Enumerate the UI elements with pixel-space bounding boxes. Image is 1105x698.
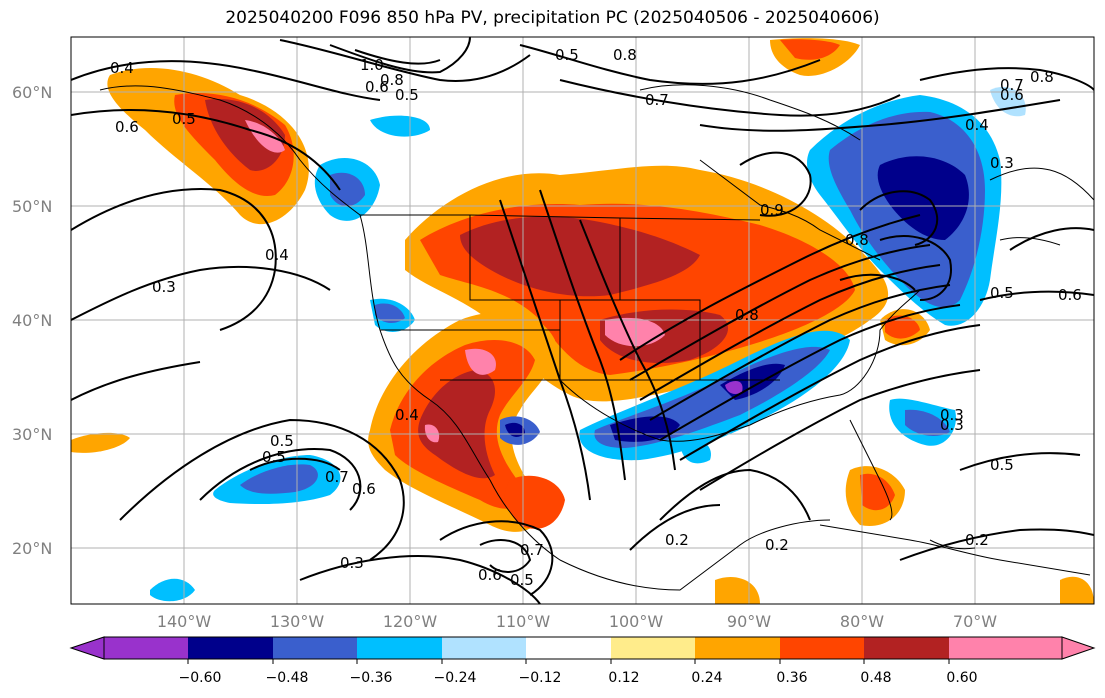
colorbar-segment [357, 637, 442, 659]
pv-contours [71, 37, 1094, 604]
contour-label: 0.3 [940, 416, 964, 434]
lat-label-50n: 50°N [12, 197, 52, 216]
colorbar-segment [695, 637, 780, 659]
contour-label: 0.5 [555, 46, 579, 64]
lon-label-80w: 80°W [840, 612, 884, 631]
contour-label: 0.6 [352, 480, 376, 498]
colorbar-tick-label: −0.24 [434, 670, 477, 686]
colorbar-tick-label: 0.36 [776, 670, 807, 686]
map-frame [70, 36, 1095, 605]
contour-label: 0.7 [645, 91, 669, 109]
contour-label: 0.6 [1000, 86, 1024, 104]
colorbar-segment [526, 637, 611, 659]
lat-label-40n: 40°N [12, 311, 52, 330]
lat-label-60n: 60°N [12, 83, 52, 102]
contour-label: 0.5 [990, 456, 1014, 474]
colorbar-tick-label: 0.12 [608, 670, 639, 686]
colorbar-extend-max [1061, 636, 1096, 660]
contour-label: 0.3 [340, 554, 364, 572]
colorbar-segment [104, 637, 188, 659]
contour-label: 0.4 [110, 59, 134, 77]
contour-label: 0.5 [172, 110, 196, 128]
longitude-labels: 140°W 130°W 120°W 110°W 100°W 90°W 80°W … [157, 612, 997, 631]
contour-label: 0.5 [395, 86, 419, 104]
contour-label: 0.5 [510, 571, 534, 589]
colorbar-segment [949, 637, 1062, 659]
colorbar-extend-min [69, 636, 105, 660]
contour-label: 0.8 [380, 71, 404, 89]
contour-label: 0.7 [325, 468, 349, 486]
colorbar-tick-label: −0.48 [266, 670, 309, 686]
contour-label: 0.2 [665, 531, 689, 549]
latitude-labels: 60°N 50°N 40°N 30°N 20°N [12, 83, 52, 558]
lon-label-70w: 70°W [953, 612, 997, 631]
colorbar-frame [103, 636, 1063, 660]
colorbar-segment [611, 637, 695, 659]
contour-label: 0.6 [478, 566, 502, 584]
colorbar-segment [864, 637, 949, 659]
contour-label: 0.8 [613, 46, 637, 64]
contour-label: 0.5 [262, 448, 286, 466]
lon-label-130w: 130°W [270, 612, 325, 631]
contour-label: 0.3 [152, 278, 176, 296]
contour-label: 0.3 [940, 406, 964, 424]
lat-label-30n: 30°N [12, 425, 52, 444]
pv-contour-labels: 0.4 0.6 0.5 1.0 0.8 0.6 0.5 0.8 0.5 0.7 … [110, 46, 1082, 589]
lon-label-100w: 100°W [609, 612, 664, 631]
colorbar-segment [442, 637, 526, 659]
contour-label: 0.8 [1030, 68, 1054, 86]
contour-label: 0.7 [1000, 76, 1024, 94]
contour-label: 0.2 [965, 531, 989, 549]
contour-label: 0.3 [990, 154, 1014, 172]
contour-label: 0.2 [765, 536, 789, 554]
contour-label: 0.4 [395, 406, 419, 424]
contour-label: 0.5 [270, 432, 294, 450]
colorbar-tick-label: 0.48 [860, 670, 891, 686]
colorbar-tick-label: 0.24 [691, 670, 722, 686]
contour-label: 0.5 [990, 284, 1014, 302]
lon-label-140w: 140°W [157, 612, 212, 631]
contour-label: 0.4 [965, 116, 989, 134]
map-title: 2025040200 F096 850 hPa PV, precipitatio… [225, 8, 880, 28]
colorbar-tick-label: −0.60 [179, 670, 222, 686]
lon-label-110w: 110°W [496, 612, 551, 631]
colorbar-segment [188, 637, 273, 659]
colorbar: −0.60 −0.48 −0.36 −0.24 −0.12 0.12 0.24 … [69, 636, 1096, 686]
precip-shading [71, 38, 1094, 604]
contour-label: 0.4 [265, 246, 289, 264]
lon-label-90w: 90°W [727, 612, 771, 631]
colorbar-segment [273, 637, 357, 659]
colorbar-tick-label: 0.60 [946, 670, 977, 686]
coastlines [99, 84, 1094, 591]
lon-label-120w: 120°W [383, 612, 438, 631]
contour-label: 0.6 [115, 118, 139, 136]
contour-label: 0.9 [760, 201, 784, 219]
colorbar-tick-label: −0.12 [519, 670, 562, 686]
contour-label: 0.8 [735, 306, 759, 324]
colorbar-segment [780, 637, 864, 659]
lat-label-20n: 20°N [12, 539, 52, 558]
contour-label: 0.6 [365, 78, 389, 96]
contour-label: 1.0 [360, 56, 384, 74]
contour-label: 0.8 [845, 231, 869, 249]
contour-label: 0.6 [1058, 286, 1082, 304]
contour-label: 0.7 [520, 541, 544, 559]
colorbar-tick-label: −0.36 [350, 670, 393, 686]
